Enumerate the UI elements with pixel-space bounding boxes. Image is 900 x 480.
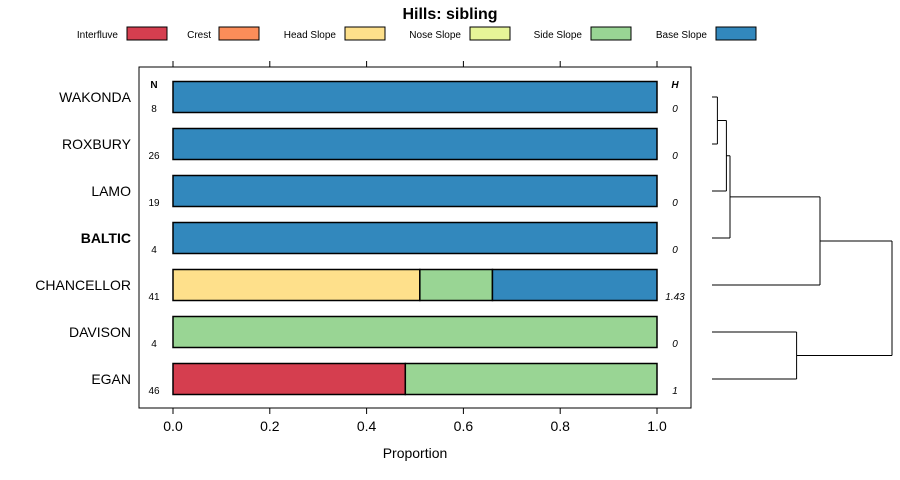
row-label: EGAN <box>91 371 131 387</box>
legend-label: Interfluve <box>77 30 119 41</box>
x-tick-label: 0.0 <box>163 418 183 434</box>
legend-swatch <box>344 26 386 41</box>
h-value: 0 <box>672 151 678 162</box>
bar-segment <box>172 174 658 208</box>
n-column-header: N <box>150 80 157 91</box>
legend-label: Crest <box>187 30 211 41</box>
legend-label: Nose Slope <box>409 30 461 41</box>
h-column-header: H <box>671 80 679 91</box>
n-value: 8 <box>151 104 157 115</box>
row-label: BALTIC <box>81 230 131 246</box>
bar-segment <box>491 268 658 302</box>
legend-swatch <box>715 26 757 41</box>
n-value: 4 <box>151 245 157 256</box>
legend-label: Base Slope <box>656 30 708 41</box>
x-axis: 0.0 0.2 0.4 0.6 0.8 1.0 <box>163 61 667 434</box>
row-label: ROXBURY <box>62 136 132 152</box>
plot-frame <box>138 66 692 409</box>
legend-swatch <box>218 26 260 41</box>
bar-segment <box>172 221 658 255</box>
row-label: CHANCELLOR <box>35 277 131 293</box>
x-tick-label: 1.0 <box>647 418 667 434</box>
x-tick-label: 0.2 <box>260 418 280 434</box>
x-axis-title: Proportion <box>383 445 448 461</box>
bar-segment <box>172 362 407 396</box>
legend-label: Head Slope <box>284 30 337 41</box>
h-value: 0 <box>672 104 678 115</box>
h-value: 0 <box>672 339 678 350</box>
row-label: LAMO <box>91 183 131 199</box>
dendrogram <box>712 96 893 380</box>
h-value: 1 <box>672 386 678 397</box>
bar-segment <box>172 80 658 114</box>
row-label: WAKONDA <box>59 89 131 105</box>
legend-label: Side Slope <box>534 30 583 41</box>
n-value: 26 <box>148 151 160 162</box>
bar-rows: WAKONDA 8 0 ROXBURY 26 0 LAMO 19 0 BALTIC 4 0 CHANCE… <box>35 80 685 397</box>
legend-swatch <box>126 26 168 41</box>
chart-title: Hills: sibling <box>402 6 497 23</box>
bar-segment <box>419 268 494 302</box>
h-value: 0 <box>672 245 678 256</box>
n-value: 46 <box>148 386 160 397</box>
bar-segment <box>404 362 658 396</box>
h-value: 1.43 <box>665 292 685 303</box>
n-value: 41 <box>148 292 160 303</box>
x-tick-label: 0.4 <box>357 418 377 434</box>
n-value: 4 <box>151 339 157 350</box>
x-tick-label: 0.8 <box>550 418 570 434</box>
h-value: 0 <box>672 198 678 209</box>
bar-segment <box>172 315 658 349</box>
n-value: 19 <box>148 198 160 209</box>
x-tick-label: 0.6 <box>454 418 474 434</box>
row-label: DAVISON <box>69 324 131 340</box>
legend-swatch <box>469 26 511 41</box>
legend: Interfluve Crest Head Slope Nose Slope Side … <box>77 26 757 41</box>
legend-swatch <box>590 26 632 41</box>
bar-segment <box>172 127 658 161</box>
bar-segment <box>172 268 421 302</box>
